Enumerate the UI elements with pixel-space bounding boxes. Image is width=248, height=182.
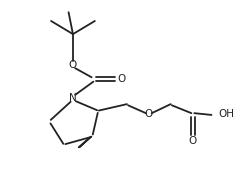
Text: OH: OH — [219, 109, 235, 119]
Text: O: O — [117, 74, 125, 84]
Text: O: O — [145, 109, 153, 119]
Text: N: N — [69, 93, 77, 103]
Text: O: O — [188, 136, 197, 146]
Text: O: O — [69, 60, 77, 70]
